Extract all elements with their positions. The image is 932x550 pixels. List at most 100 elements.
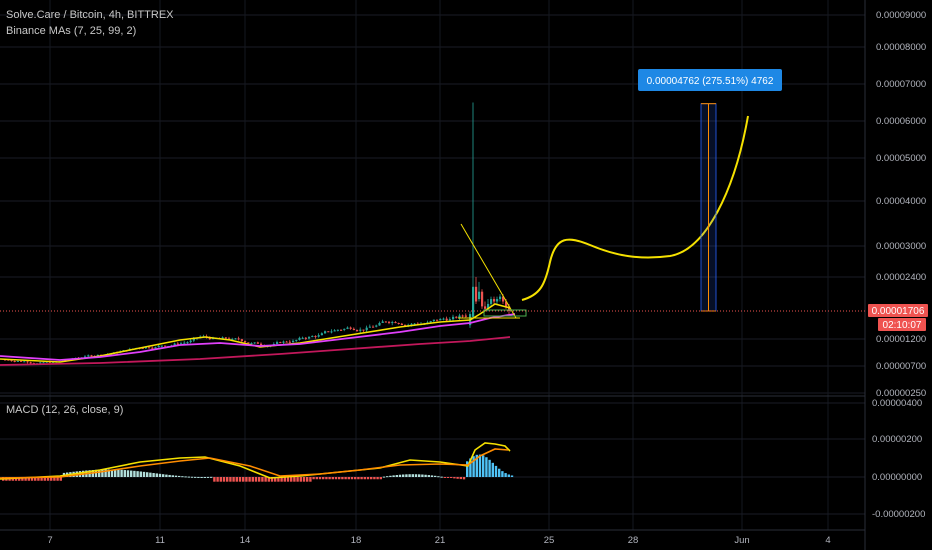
price-tick-label: 0.00000700 bbox=[876, 361, 926, 372]
macd-histogram-bar bbox=[347, 477, 350, 480]
symbol-legend[interactable]: Solve.Care / Bitcoin, 4h, BITTREX bbox=[6, 9, 174, 21]
macd-histogram-bar bbox=[491, 462, 494, 477]
candle-body bbox=[330, 331, 333, 333]
candle-body bbox=[346, 327, 349, 329]
macd-histogram-bar bbox=[440, 476, 443, 478]
macd-histogram-bar bbox=[373, 477, 376, 480]
candle-body bbox=[164, 345, 167, 347]
candle-body bbox=[160, 345, 163, 347]
candle-body bbox=[464, 315, 467, 317]
candle-body bbox=[378, 322, 381, 326]
candle-body bbox=[487, 303, 490, 309]
macd-histogram-bar bbox=[94, 469, 98, 477]
candle-body bbox=[253, 342, 256, 344]
candle-body bbox=[508, 306, 511, 311]
candle-body bbox=[250, 343, 253, 345]
candle-body bbox=[96, 354, 99, 357]
macd-histogram-bar bbox=[43, 477, 46, 481]
candle-body bbox=[276, 342, 279, 344]
candle-body bbox=[455, 316, 458, 318]
candle-body bbox=[148, 347, 151, 349]
macd-histogram-bar bbox=[418, 474, 421, 477]
macd-histogram-bar bbox=[37, 477, 40, 481]
price-tick-label: 0.00003000 bbox=[876, 241, 926, 252]
macd-histogram-bar bbox=[309, 477, 312, 482]
macd-histogram-bar bbox=[270, 477, 274, 482]
price-tick-label: 0.00008000 bbox=[876, 42, 926, 53]
macd-histogram-bar bbox=[158, 473, 162, 477]
macd-histogram-bar bbox=[152, 473, 155, 477]
candle-body bbox=[472, 286, 475, 317]
candle-body bbox=[442, 318, 445, 320]
macd-histogram-bar bbox=[482, 455, 485, 477]
macd-tick-label: -0.00000200 bbox=[872, 509, 925, 520]
macd-histogram-bar bbox=[274, 477, 277, 482]
candle-body bbox=[301, 337, 304, 339]
candle-body bbox=[298, 337, 301, 340]
macd-histogram-bar bbox=[462, 477, 466, 480]
candle-body bbox=[42, 362, 45, 364]
macd-histogram-bar bbox=[398, 474, 402, 477]
macd-histogram-bar bbox=[299, 477, 302, 482]
candle-body bbox=[311, 336, 314, 338]
candle-body bbox=[384, 321, 387, 323]
candle-body bbox=[365, 327, 368, 331]
macd-histogram-bar bbox=[389, 475, 392, 477]
candle-body bbox=[368, 326, 371, 328]
macd-histogram-bar bbox=[485, 457, 488, 477]
macd-histogram-bar bbox=[117, 469, 120, 477]
macd-histogram-bar bbox=[424, 474, 427, 477]
macd-histogram-bar bbox=[232, 477, 235, 482]
macd-histogram-bar bbox=[395, 475, 398, 477]
macd-histogram-bar bbox=[120, 469, 123, 477]
macd-histogram-bar bbox=[293, 477, 296, 482]
candle-body bbox=[231, 338, 234, 340]
candle-body bbox=[176, 343, 179, 345]
macd-legend[interactable]: MACD (12, 26, close, 9) bbox=[6, 404, 124, 416]
candle-body bbox=[314, 336, 317, 338]
macd-histogram-bar bbox=[219, 477, 222, 482]
candle-body bbox=[292, 340, 295, 343]
candle-body bbox=[20, 360, 23, 362]
macd-histogram-bar bbox=[334, 477, 338, 480]
macd-layer bbox=[0, 442, 514, 482]
candle-body bbox=[39, 362, 42, 364]
macd-histogram-bar bbox=[306, 477, 309, 482]
candle-body bbox=[157, 345, 160, 348]
macd-histogram-bar bbox=[290, 477, 293, 482]
time-tick-label: 7 bbox=[47, 535, 52, 546]
macd-histogram-bar bbox=[459, 477, 462, 480]
macd-histogram-bar bbox=[466, 461, 469, 477]
candle-body bbox=[448, 319, 451, 321]
countdown-label: 02:10:07 bbox=[883, 320, 922, 331]
measure-tooltip[interactable] bbox=[638, 69, 782, 91]
candle-body bbox=[505, 301, 508, 307]
macd-histogram-bar bbox=[488, 459, 491, 477]
macd-histogram-bar bbox=[427, 475, 430, 477]
candle-body bbox=[484, 306, 487, 309]
time-axis: 7 11 14 18 21 25 28 Jun 4 bbox=[47, 535, 830, 546]
macd-histogram-bar bbox=[149, 472, 152, 477]
macd-histogram-bar bbox=[46, 477, 50, 481]
ma-legend[interactable]: Binance MAs (7, 25, 99, 2) bbox=[6, 25, 137, 37]
candle-body bbox=[45, 361, 48, 363]
macd-histogram-bar bbox=[162, 474, 165, 477]
macd-axis: 0.00000400 0.00000200 0.00000000 -0.0000020… bbox=[872, 398, 925, 520]
price-tick-label: 0.00006000 bbox=[876, 116, 926, 127]
price-tick-label: 0.00000250 bbox=[876, 388, 926, 399]
macd-histogram-bar bbox=[325, 477, 328, 480]
candle-body bbox=[333, 330, 336, 332]
candle-body bbox=[336, 329, 339, 331]
drawings-layer bbox=[458, 103, 749, 319]
macd-histogram-bar bbox=[206, 476, 210, 478]
macd-histogram-bar bbox=[142, 471, 146, 477]
macd-histogram-bar bbox=[238, 477, 242, 482]
macd-histogram-bar bbox=[286, 477, 290, 482]
candle-body bbox=[16, 360, 19, 362]
time-tick-label: 4 bbox=[825, 535, 830, 546]
macd-histogram-bar bbox=[510, 475, 514, 477]
candle-body bbox=[493, 299, 496, 302]
macd-histogram-bar bbox=[245, 477, 248, 482]
macd-histogram-bar bbox=[344, 477, 347, 480]
